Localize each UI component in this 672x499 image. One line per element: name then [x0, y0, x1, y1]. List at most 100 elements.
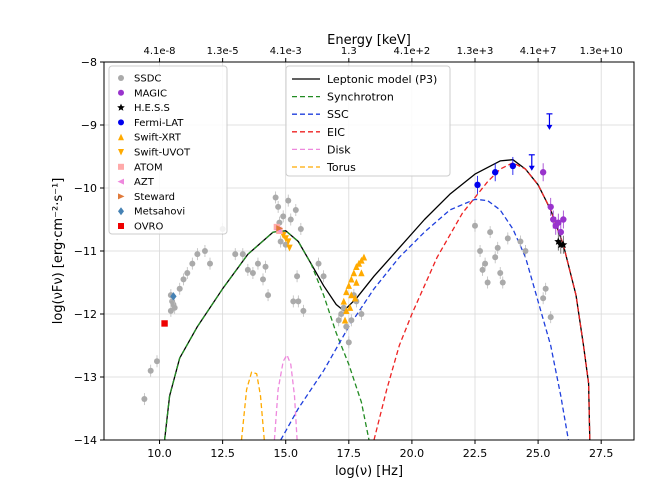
ssdc-point [320, 273, 327, 280]
legend-data-sources: SSDC MAGIC H.E.S.S Fermi-LAT Swift-XRT Swift-… [108, 65, 228, 235]
swift-xrt-point [350, 269, 358, 277]
legend-label-torus: Torus [326, 161, 356, 174]
top-tick-label: 4.1e+7 [520, 46, 557, 57]
legend-marker-steward [118, 193, 125, 200]
ssdc-point [494, 244, 501, 251]
ssdc-point [477, 248, 484, 254]
ssdc-point [254, 260, 261, 267]
top-tick-label: 4.1e+2 [394, 46, 431, 57]
swift-xrt-point [343, 307, 350, 315]
ssdc-point [265, 292, 272, 299]
y-tick-label: −10 [74, 182, 97, 195]
ssdc-point [277, 238, 284, 245]
model-curve-disk [273, 354, 298, 440]
legend-label-h-e-s-s: H.E.S.S [134, 103, 170, 114]
top-tick-label: 1.3 [341, 46, 357, 57]
ssdc-point [154, 358, 160, 365]
ssdc-point [244, 266, 251, 273]
magic-point [555, 219, 562, 226]
ssdc-point [340, 304, 347, 311]
ssdc-point [285, 197, 292, 204]
legend-label-atom: ATOM [134, 162, 163, 173]
ssdc-point [275, 203, 282, 210]
swift-xrt-point [346, 304, 354, 311]
ssdc-point [540, 295, 547, 302]
y-tick-label: −13 [74, 371, 97, 384]
top-tick-label: 1.3e+3 [457, 46, 494, 57]
ssdc-point [517, 238, 524, 245]
upper-limit-arrowhead [546, 124, 553, 130]
upper-limit-arrowhead [528, 165, 535, 171]
fermi-lat-point [474, 181, 481, 189]
swift-xrt-point [348, 291, 355, 299]
legend-label-swift-uvot: Swift-UVOT [134, 148, 191, 159]
metsahovi-point [170, 292, 177, 301]
ssdc-point [287, 216, 294, 223]
legend-marker-h-e-s-s [117, 103, 125, 111]
ssdc-point [547, 314, 554, 321]
legend-label-metsahovi: Metsahovi [134, 207, 185, 218]
ssdc-point [184, 270, 191, 277]
legend-label-ovro: OVRO [134, 222, 163, 233]
ssdc-point [294, 273, 301, 280]
ssdc-point [194, 251, 201, 258]
ssdc-point [171, 304, 178, 311]
swift-uvot-point [286, 244, 293, 252]
top-tick-label: 1.3e+10 [580, 46, 623, 57]
ssdc-point [297, 225, 304, 232]
ssdc-point [499, 279, 506, 286]
legend-marker-ovro [118, 223, 124, 229]
magic-point [539, 169, 547, 176]
y-tick-label: −12 [74, 308, 97, 321]
legend-marker-ssdc [118, 75, 124, 81]
model-curve-synchrotron [163, 230, 370, 440]
ssdc-point [300, 307, 307, 314]
x-tick-label: 27.5 [589, 447, 614, 460]
ssdc-point [280, 213, 287, 220]
model-curve-ssc [280, 198, 570, 440]
top-axis-label: Energy [keV] [327, 33, 411, 48]
swift-xrt-point [353, 278, 360, 286]
ovro-point [161, 320, 168, 327]
y-tick-label: −14 [74, 434, 97, 447]
legend-model-components: Leptonic model (P3) Synchrotron SSC EIC Disk… [285, 65, 451, 177]
ssdc-point [335, 317, 342, 324]
ssdc-point [358, 311, 365, 317]
magic-point [557, 228, 565, 236]
legend-marker-swift-uvot [118, 149, 124, 156]
top-tick-label: 4.1e-3 [270, 46, 302, 57]
magic-point [560, 216, 567, 223]
legend-label-steward: Steward [134, 192, 175, 203]
x-tick-label: 12.5 [210, 447, 235, 460]
legend-label-leptonic-model-p3: Leptonic model (P3) [327, 73, 437, 86]
swift-xrt-point [348, 275, 355, 283]
legend-marker-azt [117, 178, 124, 185]
ssdc-point [487, 229, 494, 236]
ssdc-point [207, 260, 213, 267]
ssdc-point [472, 222, 478, 229]
swift-uvot-point [285, 238, 292, 246]
ssdc-point [338, 311, 345, 317]
ssdc-point [232, 251, 239, 258]
legend-label-ssc: SSC [327, 108, 349, 121]
x-tick-label: 10.0 [147, 447, 172, 460]
ssdc-point [262, 263, 269, 270]
x-tick-label: 22.5 [463, 447, 488, 460]
swift-xrt-point [351, 294, 359, 302]
ssdc-point [260, 276, 266, 283]
legend-marker-metsahovi [118, 207, 124, 216]
magic-point [547, 203, 554, 211]
legend-label-azt: AZT [134, 177, 155, 188]
top-tick-label: 4.1e-8 [144, 46, 176, 57]
ssdc-point [504, 235, 511, 242]
ssdc-point [290, 298, 297, 305]
x-tick-label: 15.0 [273, 447, 298, 460]
x-tick-label: 20.0 [400, 447, 425, 460]
ssdc-point [345, 339, 352, 346]
y-tick-label: −11 [74, 245, 97, 258]
ssdc-point [492, 254, 499, 261]
ssdc-point [189, 260, 196, 267]
data-points [141, 113, 568, 406]
